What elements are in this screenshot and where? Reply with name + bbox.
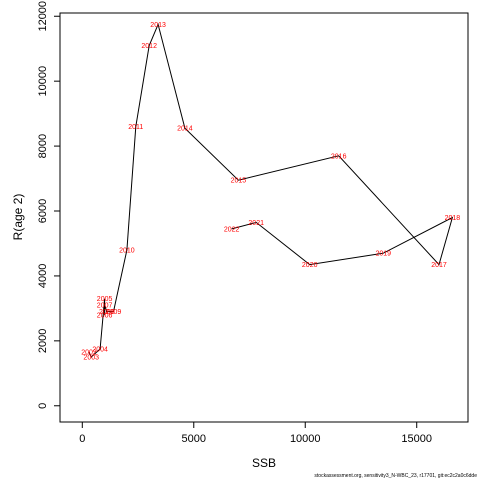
point-label-2013: 2013 — [150, 22, 166, 29]
x-tick-label: 5000 — [182, 433, 206, 445]
series-line-group — [88, 22, 454, 358]
point-label-2020: 2020 — [302, 262, 318, 269]
point-label-2021: 2021 — [248, 220, 264, 227]
point-label-2016: 2016 — [331, 153, 347, 160]
y-axis: 0 2000 4000 6000 8000 10000 12000 — [37, 1, 61, 409]
point-label-2012: 2012 — [141, 43, 157, 50]
x-tick-label: 0 — [79, 433, 85, 445]
y-tick-label: 6000 — [37, 199, 49, 223]
point-label-2011: 2011 — [128, 124, 143, 131]
point-label-2005: 2005 — [97, 296, 113, 303]
y-tick-label: 8000 — [37, 134, 49, 158]
x-tick-label: 10000 — [290, 433, 321, 445]
y-tick-label: 10000 — [37, 66, 49, 97]
point-label-2004: 2004 — [92, 346, 108, 353]
y-tick-label: 12000 — [37, 1, 49, 32]
y-axis-title: R(age 2) — [11, 194, 25, 241]
y-tick-label: 2000 — [37, 329, 49, 353]
point-label-2003: 2003 — [83, 355, 99, 362]
point-label-2009: 2009 — [106, 309, 122, 316]
plot-frame — [59, 12, 469, 423]
x-tick-label: 15000 — [401, 433, 432, 445]
point-label-2017: 2017 — [431, 262, 447, 269]
y-tick-label: 4000 — [37, 264, 49, 288]
footer-credit: stockassessment.org, sensitivity3_N-WBC_… — [314, 473, 477, 479]
point-label-2019: 2019 — [375, 251, 391, 258]
point-label-2018: 2018 — [445, 215, 461, 222]
point-label-2007: 2007 — [97, 303, 113, 310]
y-tick-label: 0 — [37, 403, 49, 409]
point-label-2015: 2015 — [231, 178, 247, 185]
x-axis: 0 5000 10000 15000 — [79, 421, 432, 445]
point-label-2022: 2022 — [224, 226, 240, 233]
series-line — [88, 22, 454, 358]
point-label-2014: 2014 — [177, 126, 193, 133]
x-axis-title: SSB — [252, 456, 276, 470]
point-label-2010: 2010 — [119, 247, 135, 254]
point-label-2006: 2006 — [97, 312, 113, 319]
point-label-2002: 2002 — [81, 350, 97, 357]
point-label-2008: 2008 — [99, 309, 115, 316]
